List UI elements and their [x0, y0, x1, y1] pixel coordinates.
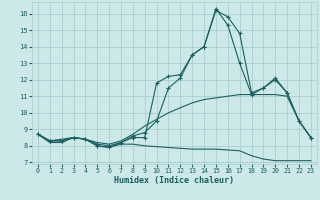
X-axis label: Humidex (Indice chaleur): Humidex (Indice chaleur): [115, 176, 234, 185]
